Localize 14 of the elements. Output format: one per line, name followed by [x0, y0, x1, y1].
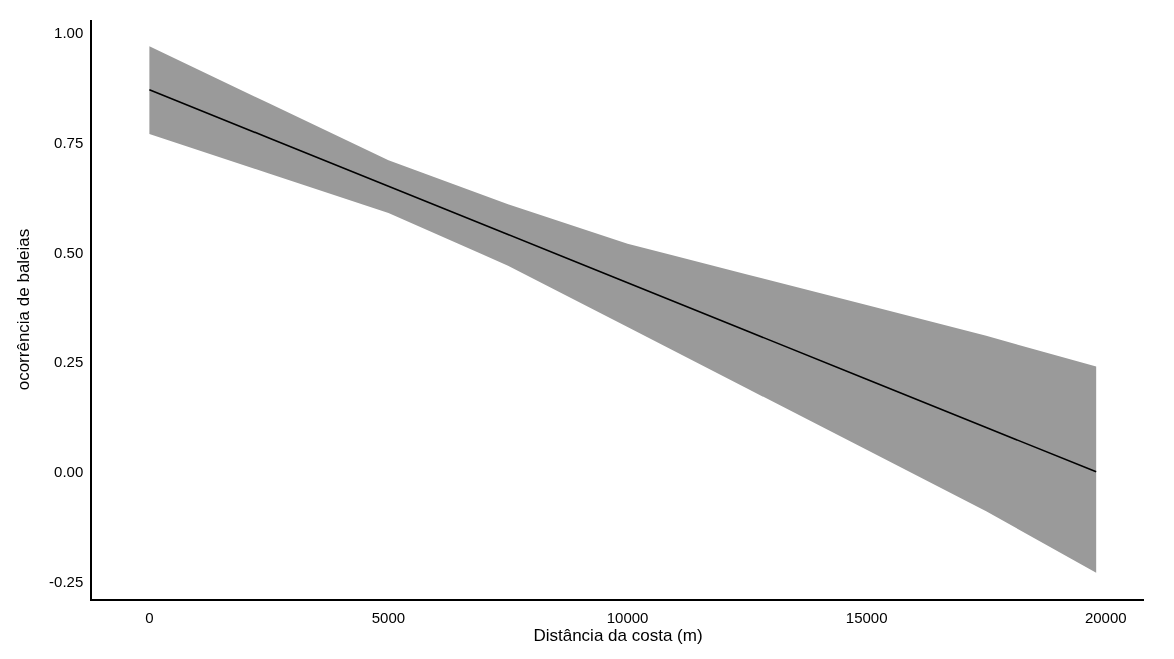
x-tick-label: 20000 — [1084, 608, 1127, 626]
y-tick-label: 0.25 — [54, 353, 84, 371]
x-axis-title: Distância da costa (m) — [533, 625, 703, 645]
line-series — [148, 88, 1097, 473]
y-tick-label: -0.25 — [49, 572, 84, 590]
y-tick-label: 0.50 — [54, 243, 84, 261]
x-tick-label: 10000 — [606, 608, 649, 626]
y-tick-label: 1.00 — [54, 24, 84, 42]
x-tick-label: 5000 — [371, 608, 406, 626]
y-tick-label: 0.00 — [54, 463, 84, 481]
x-tick-label: 15000 — [845, 608, 888, 626]
y-axis-title: ocorrência de baleias — [14, 228, 34, 391]
y-tick-label: 0.75 — [54, 134, 84, 152]
x-tick-label: 0 — [145, 608, 154, 626]
